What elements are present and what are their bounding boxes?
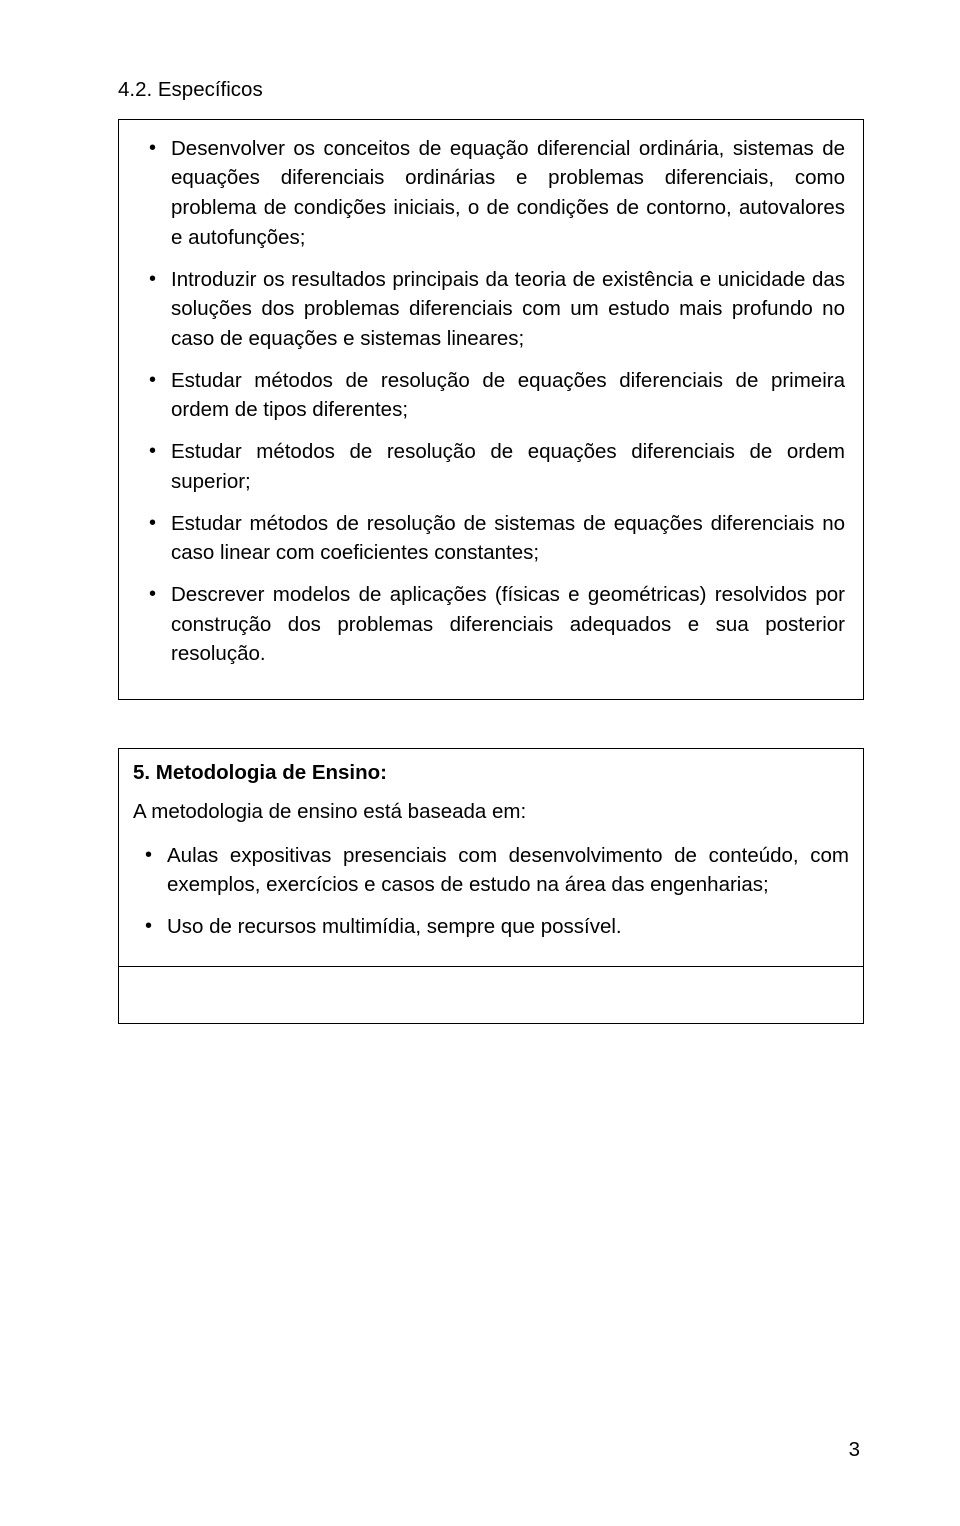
section-4-2-box: Desenvolver os conceitos de equação dife… (118, 119, 864, 701)
list-item: Aulas expositivas presenciais com desenv… (133, 841, 849, 900)
list-item: Estudar métodos de resolução de equações… (137, 366, 845, 425)
section-4-2-heading: 4.2. Específicos (118, 76, 864, 105)
section-4-2-list: Desenvolver os conceitos de equação dife… (137, 134, 845, 670)
section-5-outer-box: 5. Metodologia de Ensino: A metodologia … (118, 748, 864, 1024)
list-item: Estudar métodos de resolução de equações… (137, 437, 845, 496)
section-5-list: Aulas expositivas presenciais com desenv… (133, 841, 849, 942)
list-item: Descrever modelos de aplicações (físicas… (137, 580, 845, 669)
section-5-empty-row (119, 967, 863, 1023)
list-item: Estudar métodos de resolução de sistemas… (137, 509, 845, 568)
list-item: Introduzir os resultados principais da t… (137, 265, 845, 354)
list-item: Desenvolver os conceitos de equação dife… (137, 134, 845, 253)
list-item: Uso de recursos multimídia, sempre que p… (133, 912, 849, 942)
section-5-heading: 5. Metodologia de Ensino: (133, 759, 849, 788)
section-5-intro: A metodologia de ensino está baseada em: (133, 798, 849, 827)
section-5-inner-box: 5. Metodologia de Ensino: A metodologia … (119, 749, 863, 967)
page-number: 3 (849, 1438, 860, 1462)
